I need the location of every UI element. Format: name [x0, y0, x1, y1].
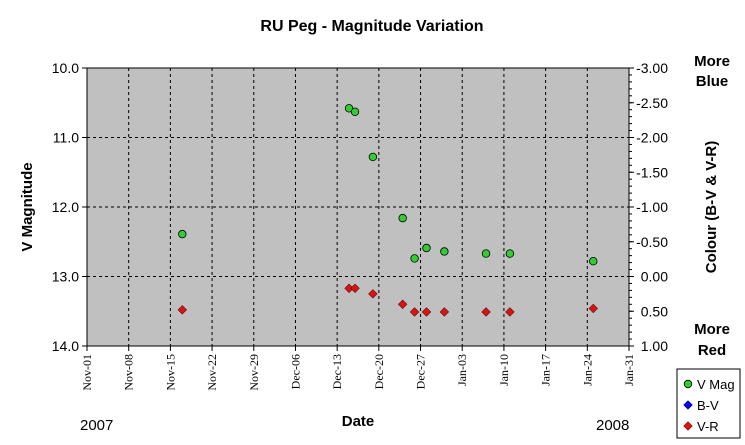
- right-axis: -3.00 -2.50 -2.00 -1.50 -1.00 -0.50 0.00 0.50 1.…: [629, 60, 668, 354]
- legend-marker-v-r: [683, 421, 693, 431]
- x-tick-label: Nov-01: [80, 354, 94, 391]
- gridlines: [87, 68, 629, 346]
- y-tick-label: 13.0: [52, 269, 79, 285]
- y2-tick-label: -1.50: [636, 164, 668, 180]
- legend-label: V-R: [697, 419, 719, 434]
- v-mag-point: [398, 213, 407, 223]
- more-blue-note-line2: Blue: [696, 73, 729, 90]
- v-mag-point: [589, 257, 598, 266]
- legend-label: B-V: [697, 398, 719, 413]
- legend: V Mag B-V V-R: [676, 368, 741, 439]
- v-mag-point: [505, 249, 515, 258]
- y2-axis-title: Colour (B-V & V-R): [703, 141, 720, 274]
- x-tick-label: Dec-20: [372, 354, 386, 389]
- x-axis: Nov-01 Nov-08 Nov-15 Nov-22 Nov-29 Dec-06 Dec-…: [80, 346, 636, 391]
- v-r-point: [505, 307, 515, 317]
- y-tick-label: 11.0: [53, 130, 79, 146]
- x-tick-label: Jan-17: [539, 354, 553, 386]
- v-mag-point: [368, 152, 378, 162]
- legend-marker-v-mag: [683, 379, 693, 389]
- v-r-point: [350, 283, 360, 294]
- legend-label: V Mag: [697, 377, 735, 392]
- v-r-point: [409, 307, 420, 317]
- v-mag-point: [350, 107, 360, 116]
- more-red-note-line1: More: [694, 321, 730, 338]
- v-mag-point: [440, 247, 449, 256]
- year-label-left: 2007: [80, 417, 113, 434]
- x-tick-label: Jan-03: [455, 354, 469, 386]
- chart-title: RU Peg - Magnitude Variation: [260, 18, 483, 35]
- x-tick-label: Nov-22: [205, 354, 219, 391]
- data-points: [177, 104, 599, 317]
- y-tick-label: 10.0: [52, 60, 79, 76]
- x-tick-label: Dec-06: [288, 354, 302, 389]
- v-r-point: [421, 307, 432, 317]
- v-r-point: [481, 307, 491, 317]
- y2-tick-label: -2.50: [636, 95, 668, 111]
- x-tick-label: Jan-10: [497, 354, 511, 386]
- x-tick-label: Nov-15: [163, 354, 177, 391]
- x-tick-label: Jan-31: [622, 354, 636, 386]
- v-r-point: [588, 303, 599, 314]
- x-axis-title: Date: [342, 413, 375, 430]
- y2-tick-label: 1.00: [641, 338, 668, 354]
- year-label-right: 2008: [596, 417, 629, 434]
- v-mag-point: [410, 254, 419, 263]
- y-tick-label: 12.0: [52, 199, 79, 215]
- x-tick-label: Nov-08: [122, 354, 136, 391]
- more-blue-note-line1: More: [694, 53, 730, 70]
- v-r-point: [397, 299, 408, 310]
- v-mag-point: [481, 249, 491, 258]
- more-red-note-line2: Red: [698, 342, 726, 359]
- v-r-point: [439, 307, 450, 317]
- y2-tick-label: -3.00: [636, 60, 668, 76]
- y2-tick-label: 0.50: [641, 303, 668, 319]
- x-tick-label: Dec-13: [330, 354, 344, 389]
- left-axis: 10.0 11.0 12.0 13.0 14.0: [52, 60, 87, 354]
- x-tick-label: Jan-24: [580, 354, 594, 386]
- x-tick-label: Nov-29: [247, 354, 261, 391]
- v-r-point: [368, 289, 378, 299]
- y2-tick-label: -2.00: [636, 130, 668, 146]
- v-r-point: [177, 305, 188, 315]
- legend-marker-b-v: [683, 400, 693, 410]
- v-mag-point: [422, 243, 431, 253]
- y-tick-label: 14.0: [52, 338, 79, 354]
- v-mag-point: [178, 229, 187, 239]
- y2-tick-label: 0.00: [641, 269, 668, 285]
- y2-tick-label: -0.50: [636, 234, 668, 250]
- y2-tick-label: -1.00: [636, 199, 668, 215]
- y-axis-title: V Magnitude: [19, 162, 36, 251]
- x-tick-label: Dec-27: [414, 354, 428, 389]
